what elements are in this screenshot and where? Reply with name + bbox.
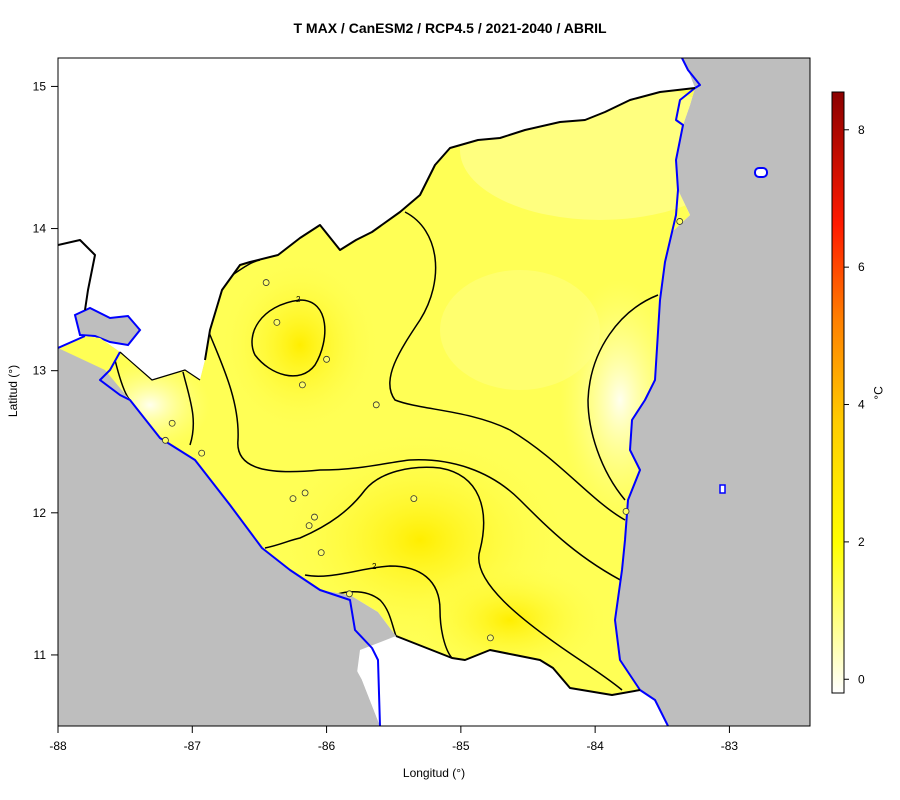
station-marker (311, 513, 318, 521)
y-tick-label: 15 (33, 79, 47, 93)
station-marker (676, 218, 684, 225)
x-tick-label: -88 (49, 739, 67, 753)
colorbar-tick-label: 6 (858, 260, 865, 274)
y-tick-label: 11 (34, 648, 47, 662)
station-marker (622, 507, 630, 515)
colorbar-tick-label: 8 (858, 123, 865, 137)
x-tick-label: -83 (721, 739, 739, 753)
plot-frame (57, 57, 811, 727)
station-marker (198, 449, 206, 457)
colorbar-tick-label: 2 (858, 535, 865, 549)
colorbar-tick-label: 4 (858, 398, 865, 412)
honduras-border (58, 87, 696, 361)
station-marker (410, 495, 418, 502)
station-marker (345, 590, 353, 598)
station-marker (301, 489, 309, 497)
x-tick-label: -84 (586, 739, 604, 753)
colorbar-ticks: 0 2 4 6 8 (844, 123, 865, 686)
x-axis-label: Longitud (°) (402, 766, 466, 780)
station-marker (323, 355, 330, 363)
station-marker (168, 419, 176, 427)
colorbar-ramp (831, 91, 845, 694)
colorbar-tick-label: 0 (858, 672, 865, 686)
station-marker (305, 522, 313, 529)
station-marker (162, 436, 169, 444)
station-marker (317, 549, 325, 557)
contour-label-south: 2 (372, 562, 377, 571)
map-title: T MAX / CanESM2 / RCP4.5 / 2021-2040 / A… (293, 20, 607, 36)
pacific-coastline (58, 335, 381, 726)
caribbean-coastline (614, 58, 701, 726)
contour-label-north: 2 (296, 295, 301, 304)
station-marker (262, 279, 270, 286)
y-tick-label: 14 (33, 222, 47, 236)
y-axis: 11 12 13 14 15 (33, 79, 58, 662)
station-marker (372, 401, 380, 409)
boundaries (58, 58, 701, 726)
caribbean-sea (615, 58, 810, 726)
costa-rica-border (395, 635, 641, 696)
station-markers (162, 218, 684, 642)
station-marker (298, 381, 306, 389)
colorbar: 0 2 4 6 8 (831, 91, 865, 694)
x-tick-label: -87 (184, 739, 202, 753)
y-tick-label: 13 (33, 364, 47, 378)
y-tick-label: 12 (33, 506, 47, 520)
station-marker (289, 495, 297, 502)
x-tick-label: -85 (452, 739, 470, 753)
station-marker (273, 318, 281, 326)
x-tick-label: -86 (318, 739, 336, 753)
x-axis: -88 -87 -86 -85 -84 -83 (49, 726, 738, 753)
station-marker (486, 634, 494, 642)
